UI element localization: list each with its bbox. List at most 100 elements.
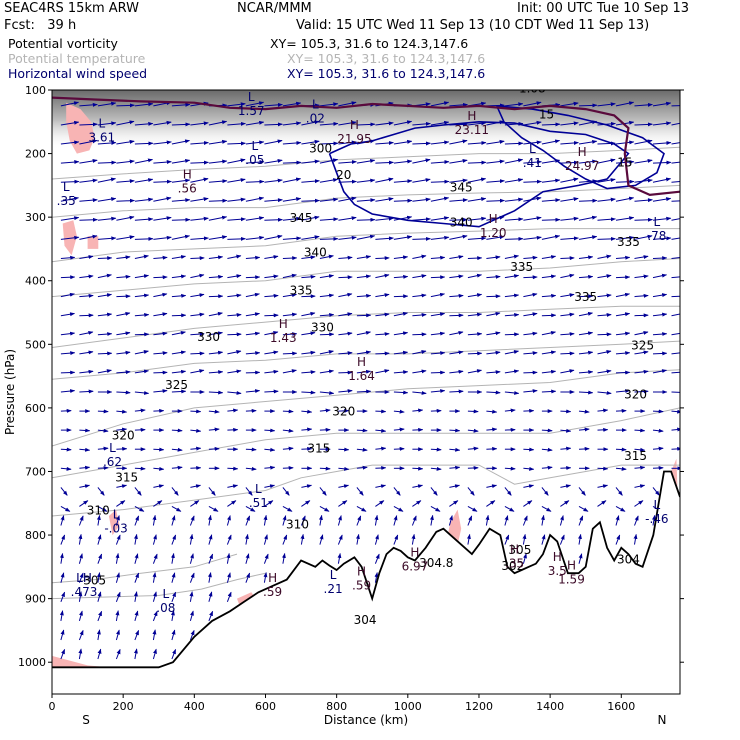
wind-arrow xyxy=(134,158,153,164)
model-title: SEAC4RS 15km ARW xyxy=(4,1,140,16)
wind-arrow xyxy=(300,533,305,545)
wind-speed-contour-15 xyxy=(496,105,665,190)
wind-arrow xyxy=(504,312,520,317)
wind-arrow xyxy=(133,533,138,545)
theta-contour-335 xyxy=(52,258,680,298)
wind-arrow xyxy=(97,553,103,564)
wind-arrow xyxy=(301,311,316,317)
wind-arrow xyxy=(153,389,168,394)
wind-arrow xyxy=(97,591,102,602)
wind-arrow xyxy=(319,427,331,432)
wind-arrow xyxy=(430,292,445,298)
wind-arrow xyxy=(560,293,575,298)
wind-arrow xyxy=(264,217,283,222)
wind-arrow xyxy=(504,274,520,279)
wind-arrow xyxy=(356,350,372,355)
pv-extremum-value: 6.97 xyxy=(402,560,429,574)
wind-arrow xyxy=(412,178,431,183)
wind-arrow xyxy=(338,351,353,356)
wind-arrow xyxy=(208,591,213,602)
wind-arrow xyxy=(486,427,498,432)
wind-arrow xyxy=(264,274,279,279)
wind-arrow xyxy=(449,293,464,298)
wind-arrow xyxy=(171,178,191,183)
wind-arrow xyxy=(134,505,145,512)
pv-extremum-marker: L xyxy=(109,441,116,455)
wind-arrow xyxy=(578,487,586,496)
wind-arrow xyxy=(171,158,191,164)
wind-arrow xyxy=(319,217,339,222)
wind-arrow xyxy=(449,350,464,355)
wind-arrow xyxy=(560,369,575,374)
wind-arrow xyxy=(523,312,538,317)
wind-arrow xyxy=(597,274,612,279)
wind-arrow xyxy=(134,466,146,471)
wind-arrow xyxy=(522,533,527,545)
wind-arrow xyxy=(356,293,372,298)
wind-arrow xyxy=(245,505,256,512)
wind-arrow xyxy=(393,235,413,240)
pv-extremum-marker: H xyxy=(578,145,587,159)
pv-extremum-value: 1.57 xyxy=(238,104,265,118)
wind-arrow xyxy=(356,313,372,318)
theta-label: 315 xyxy=(115,471,138,485)
wind-arrow xyxy=(504,487,512,496)
wind-arrow xyxy=(615,408,627,413)
wind-arrow xyxy=(541,428,553,433)
theta-label: 305 xyxy=(83,574,106,588)
wind-arrow xyxy=(541,313,557,318)
wind-arrow xyxy=(375,236,394,241)
wind-arrow xyxy=(523,101,542,107)
wind-arrow xyxy=(338,466,350,471)
wind-arrow xyxy=(634,293,649,298)
wind-arrow xyxy=(523,500,533,507)
wind-arrow xyxy=(578,427,590,432)
wind-arrow xyxy=(541,465,553,470)
wind-arrow xyxy=(634,465,646,470)
wind-arrow xyxy=(319,487,327,496)
wind-arrow xyxy=(170,610,175,621)
wind-arrow xyxy=(467,140,487,145)
wind-arrow xyxy=(190,256,205,261)
wind-contour-label: 1.08 xyxy=(519,82,546,96)
wind-arrow xyxy=(412,121,431,126)
wind-arrow xyxy=(486,390,501,395)
wind-arrow xyxy=(134,487,142,496)
wind-arrow xyxy=(60,370,76,375)
wind-arrow xyxy=(171,591,177,602)
pv-extremum-value: .05 xyxy=(245,153,264,167)
wind-arrow xyxy=(338,408,350,413)
pv-extremum-value: .62 xyxy=(103,455,122,469)
wind-arrow xyxy=(375,160,394,165)
wind-arrow xyxy=(559,534,565,545)
wind-arrow xyxy=(652,369,667,374)
wind-arrow xyxy=(338,292,353,298)
wind-arrow xyxy=(523,292,538,298)
wind-arrow xyxy=(430,312,446,317)
wind-arrow xyxy=(634,102,653,107)
wind-arrow xyxy=(412,293,427,298)
wind-arrow xyxy=(597,312,612,317)
wind-arrow xyxy=(171,350,186,355)
wind-arrow xyxy=(245,216,265,221)
wind-arrow xyxy=(486,409,498,414)
wind-arrow xyxy=(301,255,316,260)
pv-extremum-value: .35 xyxy=(505,556,524,570)
wind-arrow xyxy=(97,216,117,221)
wind-arrow xyxy=(356,274,372,279)
wind-arrow xyxy=(60,591,66,602)
wind-arrow xyxy=(79,447,91,452)
wind-arrow xyxy=(97,648,102,660)
wind-arrow xyxy=(430,487,438,496)
wind-arrow xyxy=(301,215,320,221)
wind-arrow xyxy=(523,255,538,260)
wind-arrow xyxy=(671,256,680,259)
theta-label: 302 xyxy=(501,559,524,573)
wind-arrow xyxy=(208,505,219,512)
wind-arrow xyxy=(467,446,479,451)
wind-arrow xyxy=(393,294,409,299)
wind-speed-contour-20 xyxy=(328,120,630,228)
x-tick-label: 0 xyxy=(49,700,56,713)
wind-arrow xyxy=(412,350,427,355)
y-tick-label: 600 xyxy=(25,402,46,415)
